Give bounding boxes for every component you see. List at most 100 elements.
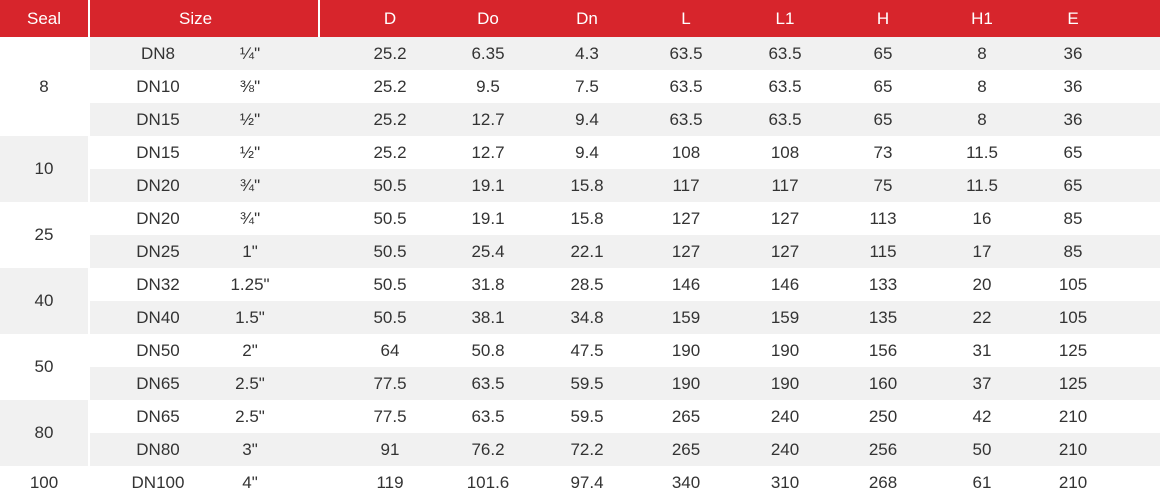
seal-cell: 50 [34,357,54,376]
table-row: DN65 2.5" 77.5 63.5 59.5 190 190 160 37 125 [0,367,1160,400]
size-dn: DN65 [136,406,180,426]
size-inch: ¾" [239,175,261,195]
value-e: 210 [1058,406,1088,426]
size-inch: ½" [239,142,261,162]
value-h: 73 [873,142,893,162]
value-h1: 37 [972,373,992,393]
value-d: 50.5 [373,175,407,195]
row-shade [90,367,1160,400]
header-col-e: E [1067,8,1079,28]
table-header: Seal Size D Do Dn L L1 H H1 E [0,0,1160,37]
value-d: 50.5 [373,208,407,228]
value-l: 63.5 [669,76,703,96]
value-l1: 240 [770,406,800,426]
value-do: 12.7 [471,142,505,162]
value-dn: 9.4 [575,109,599,129]
size-dn: DN65 [136,373,180,393]
value-do: 50.8 [471,340,505,360]
value-l: 146 [671,274,701,294]
size-dn: DN40 [136,307,180,327]
value-d: 25.2 [373,76,407,96]
value-do: 25.4 [471,241,505,261]
value-dn: 72.2 [570,439,604,459]
value-e: 36 [1063,109,1083,129]
header-seal: Seal [0,0,88,37]
header-col-l: L [681,8,691,28]
value-h1: 11.5 [966,142,998,162]
value-l1: 146 [770,274,800,294]
seal-cell: 10 [0,136,88,202]
size-inch: ¾" [239,208,261,228]
table-row: DN10 ⅜" 25.2 9.5 7.5 63.5 63.5 65 8 36 [0,70,1160,103]
value-do: 9.5 [476,76,500,96]
value-l: 159 [671,307,701,327]
value-l1: 310 [770,472,800,492]
value-h: 135 [868,307,898,327]
size-inch: 3" [242,439,258,459]
value-e: 36 [1063,76,1083,96]
value-dn: 4.3 [575,43,599,63]
value-dn: 7.5 [575,76,599,96]
value-h: 115 [869,241,897,261]
value-l: 265 [671,439,701,459]
size-dn: DN100 [131,472,185,492]
value-d: 91 [380,439,400,459]
value-dn: 22.1 [570,241,604,261]
value-l: 340 [671,472,701,492]
table-row: DN80 3" 91 76.2 72.2 265 240 256 50 210 [0,433,1160,466]
header-size: Size [90,0,318,37]
seal-cell: 40 [0,268,88,334]
value-e: 210 [1058,472,1088,492]
value-h: 268 [868,472,898,492]
value-e: 65 [1063,175,1083,195]
value-dn: 15.8 [570,175,604,195]
table-row: DN100 4" 119 101.6 97.4 340 310 268 61 210 [0,466,1160,499]
value-e: 65 [1063,142,1083,162]
row-shade [90,301,1160,334]
value-l1: 190 [770,340,800,360]
value-h1: 8 [977,109,987,129]
value-l1: 108 [770,142,800,162]
header-col-h: H [876,8,890,28]
value-do: 63.5 [471,406,505,426]
value-e: 105 [1058,274,1088,294]
value-h: 65 [873,76,893,96]
value-do: 12.7 [471,109,505,129]
header-col-d: D [383,8,397,28]
value-e: 85 [1063,208,1083,228]
value-dn: 15.8 [570,208,604,228]
value-l: 63.5 [669,43,703,63]
value-h: 75 [873,175,893,195]
size-inch: ½" [239,109,261,129]
header-divider [318,0,320,37]
value-h1: 17 [972,241,992,261]
value-dn: 9.4 [575,142,599,162]
value-l1: 117 [771,175,799,195]
value-l1: 63.5 [768,43,802,63]
value-h1: 31 [972,340,992,360]
value-l: 108 [671,142,701,162]
value-dn: 97.4 [570,472,604,492]
value-h1: 11.5 [966,175,998,195]
value-h1: 8 [977,43,987,63]
table-row: DN8 ¼" 25.2 6.35 4.3 63.5 63.5 65 8 36 [0,37,1160,70]
row-shade [90,103,1160,136]
header-col-do: Do [477,8,499,28]
value-d: 50.5 [373,307,407,327]
value-h: 65 [873,109,893,129]
table-row: DN32 1.25" 50.5 31.8 28.5 146 146 133 20 105 [0,268,1160,301]
table-row: DN40 1.5" 50.5 38.1 34.8 159 159 135 22 105 [0,301,1160,334]
value-l1: 127 [770,208,800,228]
value-l: 190 [671,340,701,360]
header-col-dn: Dn [576,8,598,28]
header-col-l1: L1 [775,8,795,28]
table-row: DN25 1" 50.5 25.4 22.1 127 127 115 17 85 [0,235,1160,268]
seal-cell: 100 [29,472,59,492]
value-e: 36 [1063,43,1083,63]
value-h: 65 [873,43,893,63]
value-dn: 28.5 [570,274,604,294]
row-shade [90,169,1160,202]
size-inch: ¼" [239,43,261,63]
value-h1: 50 [972,439,992,459]
value-do: 6.35 [471,43,505,63]
